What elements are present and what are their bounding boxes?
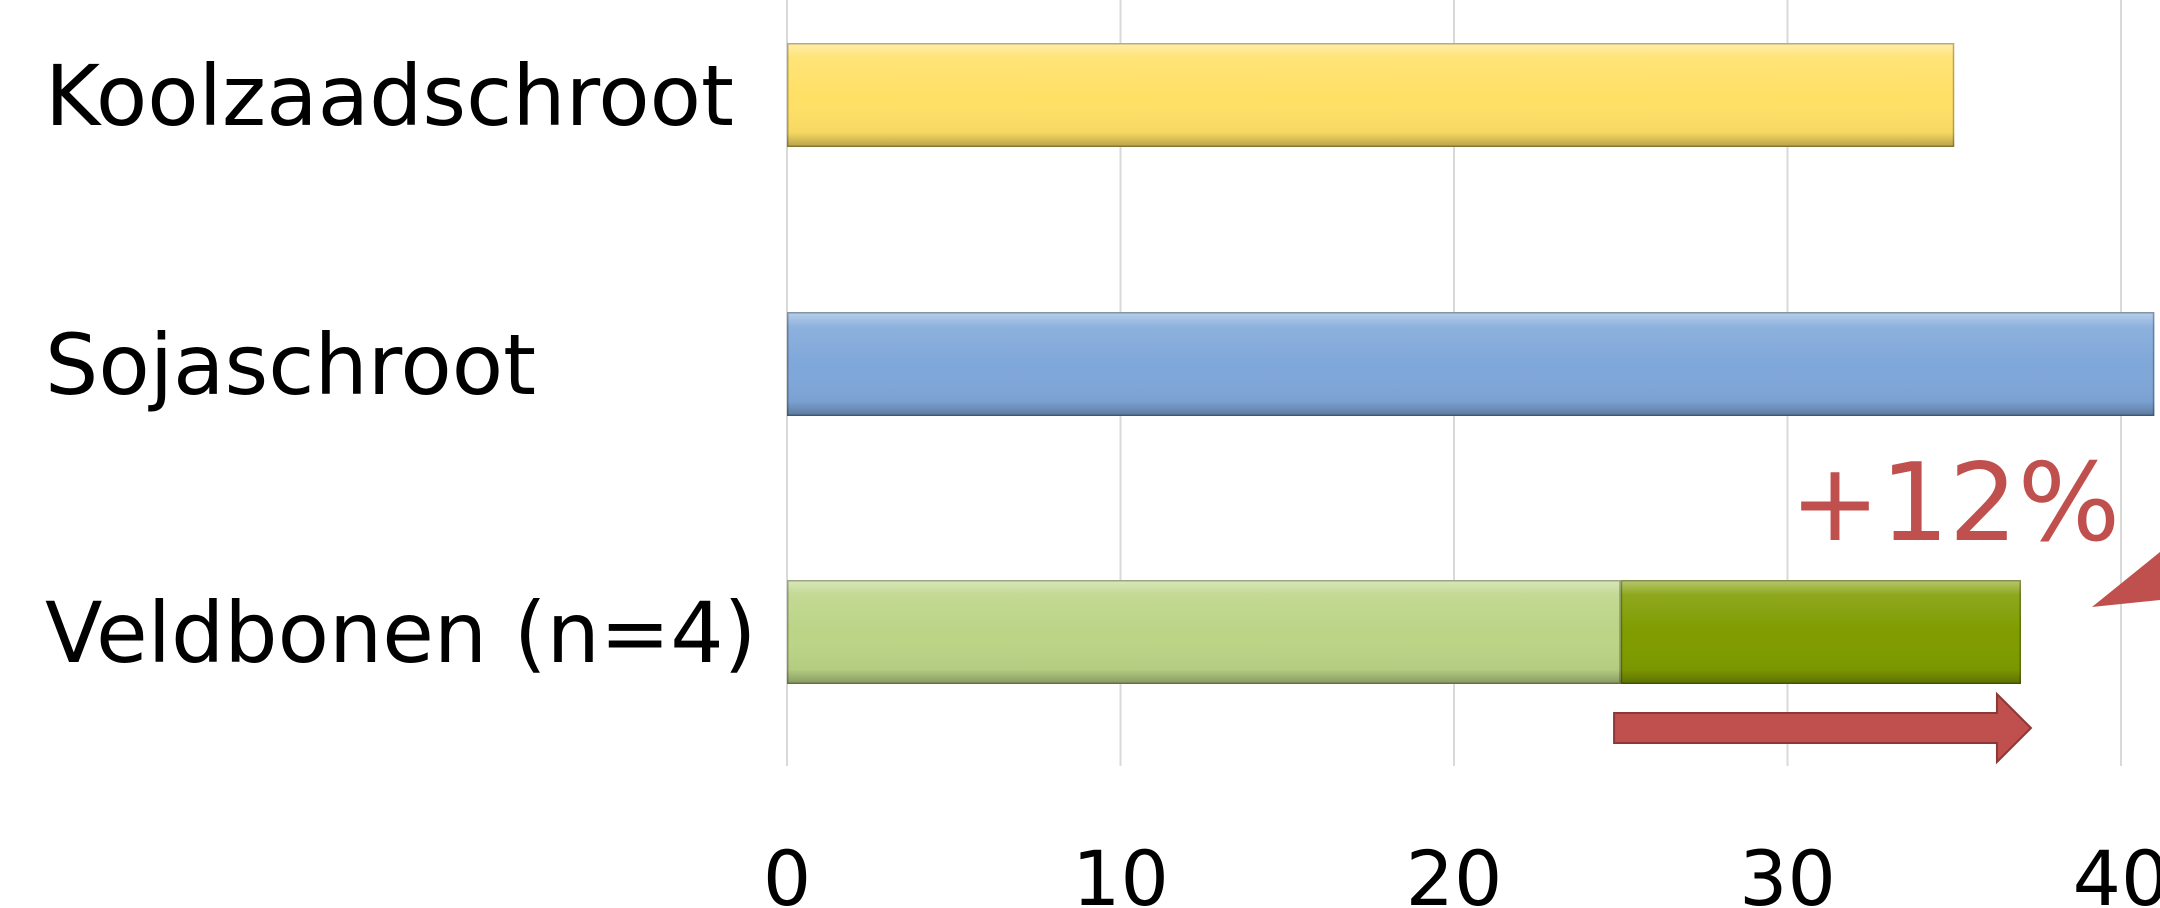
bar bbox=[787, 580, 1621, 684]
bars bbox=[787, 43, 2155, 684]
x-axis-tick-labels: 0 10 20 30 40 bbox=[763, 834, 2160, 908]
x-tick-label: 30 bbox=[1739, 834, 1836, 908]
annotation: +12% bbox=[1613, 441, 2160, 765]
bar bbox=[1620, 580, 2021, 684]
bar bbox=[787, 312, 2155, 416]
bar bbox=[787, 43, 1955, 147]
category-label: Veldbonen (n=4) bbox=[45, 584, 756, 682]
category-labels: Koolzaadschroot Sojaschroot Veldbonen (n=4… bbox=[45, 47, 756, 682]
x-tick-label: 40 bbox=[2073, 834, 2160, 908]
x-tick-label: 0 bbox=[763, 834, 811, 908]
callout-pointer-icon bbox=[2092, 552, 2160, 607]
x-tick-label: 10 bbox=[1072, 834, 1169, 908]
arrow-icon bbox=[1613, 691, 2033, 765]
x-tick-label: 20 bbox=[1406, 834, 1503, 908]
category-label: Koolzaadschroot bbox=[45, 47, 734, 145]
annotation-label: +12% bbox=[1790, 441, 2121, 566]
category-label: Sojaschroot bbox=[45, 316, 536, 414]
